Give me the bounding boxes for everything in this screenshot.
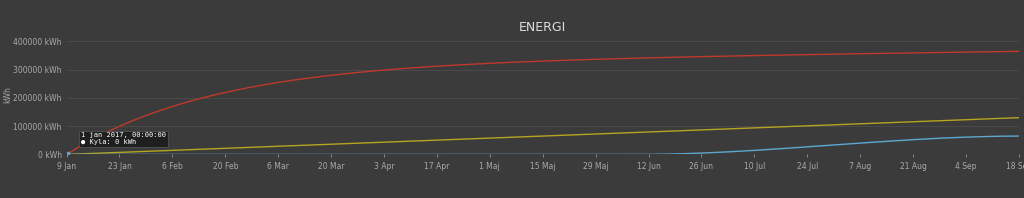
Text: 1 jan 2017, 00:00:00
● Kyla: 0 kWh: 1 jan 2017, 00:00:00 ● Kyla: 0 kWh [81, 132, 166, 145]
Y-axis label: kWh: kWh [3, 87, 12, 104]
Title: ENERGI: ENERGI [519, 21, 566, 34]
